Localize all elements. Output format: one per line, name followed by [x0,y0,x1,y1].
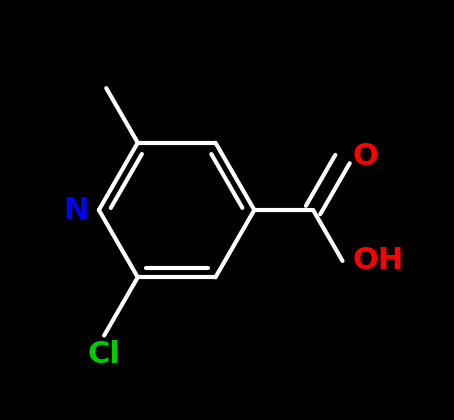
Text: Cl: Cl [88,340,121,369]
Text: OH: OH [353,247,404,276]
Text: N: N [63,195,89,225]
Text: O: O [353,142,379,171]
